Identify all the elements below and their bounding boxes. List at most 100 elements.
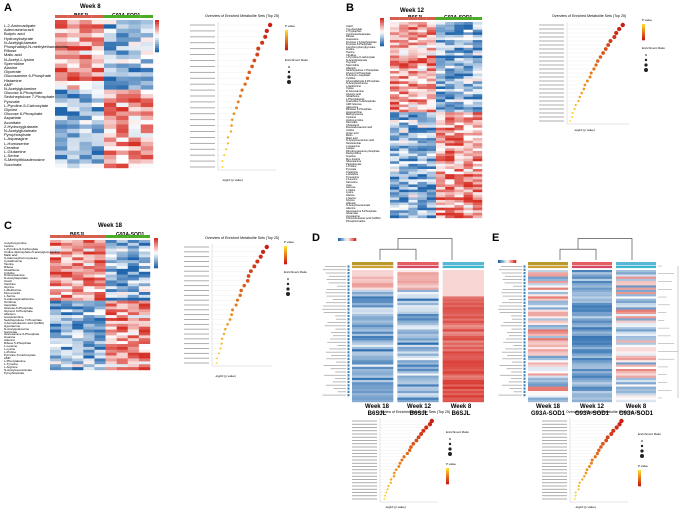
color-key-step	[155, 24, 159, 27]
heatmap-cell	[463, 158, 473, 162]
group-bar-cell	[91, 15, 104, 18]
heatmap-cell	[616, 300, 656, 304]
heatmap-cell	[50, 294, 62, 298]
row-marker	[523, 321, 526, 324]
heatmap-cell	[55, 111, 68, 116]
panel-c-title: Week 18	[98, 223, 122, 229]
color-key-step	[154, 258, 158, 261]
heatmap-cell	[463, 55, 473, 59]
heatmap-cell	[528, 340, 568, 343]
heatmap-cell	[399, 114, 409, 118]
heatmap-cell	[426, 50, 437, 54]
heatmap-cell	[127, 254, 140, 258]
heatmap-cell	[105, 361, 117, 365]
row-label	[331, 355, 346, 356]
heatmap-cell	[128, 146, 141, 151]
p-value-legend-step	[284, 247, 287, 250]
dot-plot-set-label	[542, 436, 567, 438]
enrichment-dot	[419, 432, 424, 436]
heatmap-cell	[436, 27, 446, 30]
heatmap-cell	[442, 281, 484, 284]
heatmap-cell	[390, 76, 400, 79]
heatmap-cell	[50, 367, 62, 371]
heatmap-cell	[94, 289, 106, 293]
panel-e-legend-p-bar	[638, 470, 641, 487]
heatmap-cell	[463, 135, 473, 139]
row-label	[329, 348, 346, 350]
heatmap-cell	[408, 163, 418, 167]
heatmap-cell	[352, 296, 394, 299]
color-key-step	[154, 241, 158, 244]
heatmap-cell	[397, 294, 439, 297]
heatmap-cell	[116, 263, 128, 267]
heatmap-cell	[390, 138, 400, 141]
heatmap-cell	[417, 156, 427, 159]
heatmap-cell	[436, 156, 446, 159]
heatmap-cell	[390, 130, 400, 134]
p-value-legend-step	[642, 24, 645, 26]
heatmap-cell	[352, 320, 394, 323]
heatmap-cell	[127, 245, 140, 249]
heatmap-cell	[454, 158, 464, 162]
heatmap-cell	[572, 309, 612, 312]
heatmap-cell	[426, 65, 437, 69]
heatmap-cell	[616, 369, 656, 372]
enrichment-dot	[405, 451, 410, 456]
heatmap-cell	[116, 323, 128, 327]
heatmap-cell	[67, 128, 80, 134]
dot-plot-set-label	[542, 453, 567, 454]
heatmap-cell	[105, 294, 117, 298]
heatmap-cell	[91, 102, 105, 108]
heatmap-cell	[417, 207, 427, 211]
enrichment-dot	[577, 488, 580, 491]
heatmap-cell	[352, 270, 394, 273]
heatmap-cell	[472, 132, 483, 136]
heatmap-cell	[72, 283, 84, 287]
enrichment-dot	[421, 428, 426, 433]
heatmap-cell	[616, 336, 656, 339]
heatmap-cell	[472, 22, 483, 25]
heatmap-cell	[390, 125, 400, 128]
enrichment-dot	[583, 83, 587, 87]
color-key-step	[498, 260, 500, 263]
heatmap-cell	[528, 391, 568, 394]
heatmap-cell	[454, 122, 464, 126]
row-marker	[347, 384, 350, 387]
heatmap-cell	[528, 395, 568, 398]
metabolite-label: Glucosamine 6-Phosphate	[4, 73, 52, 79]
heatmap-cell	[572, 351, 612, 354]
metabolite-label: Docosahexaenoic acid	[346, 126, 373, 130]
heatmap-cell	[408, 107, 418, 110]
heatmap-cell	[105, 352, 117, 356]
heatmap-cell	[472, 101, 483, 105]
heatmap-cell	[408, 158, 418, 162]
heatmap-cell	[55, 33, 68, 38]
enrichment-dot	[601, 441, 605, 446]
heatmap-cell	[79, 150, 92, 156]
heatmap-cell	[442, 338, 484, 341]
heatmap-cell	[67, 111, 80, 116]
heatmap-cell	[94, 358, 106, 362]
row-marker	[347, 278, 350, 281]
row-label	[507, 355, 522, 356]
metabolite-label: Thymine	[346, 61, 356, 65]
heatmap-cell	[83, 300, 95, 304]
heatmap-cell	[572, 285, 612, 288]
heatmap-cell	[140, 137, 154, 143]
color-key-step	[499, 260, 502, 263]
heatmap-cell	[472, 50, 483, 54]
heatmap-cell	[67, 159, 80, 164]
enrichment-dot	[407, 448, 412, 452]
metabolite-label: 2-Hydroxyglutarate	[4, 123, 38, 129]
metabolite-label: S-Adenosylhomocysteine	[4, 255, 38, 260]
row-marker	[347, 298, 350, 301]
heatmap-cell	[352, 388, 394, 392]
panel-a-dot-xlabel: -log10 (p value)	[222, 178, 243, 182]
heatmap-cell	[442, 373, 484, 376]
heatmap-cell	[390, 73, 400, 77]
heatmap-cell	[572, 331, 612, 334]
heatmap-cell	[616, 296, 656, 299]
heatmap-cell	[528, 287, 568, 290]
dot-plot-set-label	[184, 294, 209, 296]
heatmap-cell	[79, 111, 92, 116]
